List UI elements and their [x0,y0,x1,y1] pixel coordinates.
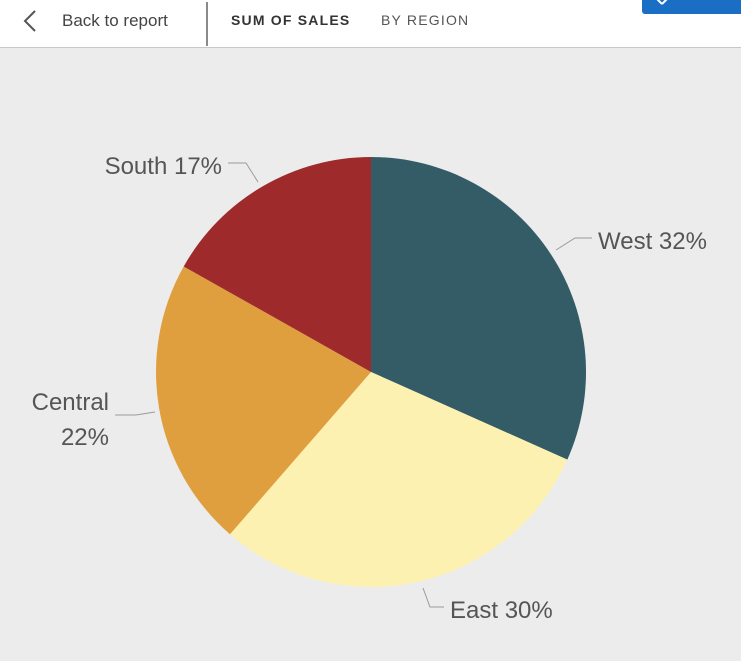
close-icon [656,0,668,5]
leader-line-west [555,237,592,251]
pie-slice-east[interactable] [229,372,568,587]
label-central-value: 22% [61,424,109,451]
pie-slice-west[interactable] [371,157,586,460]
chevron-left-icon [23,10,36,32]
visual-title: SUM OF SALES [231,12,351,28]
leader-lines [115,162,592,608]
close-focus-button[interactable] [642,0,741,14]
back-to-report-button[interactable]: Back to report [22,6,168,36]
pie-chart: West 32% East 30% Central 22% South 17% [32,153,707,624]
leader-line-east [422,587,444,608]
top-bar: Back to report SUM OF SALES BY REGION [0,0,741,48]
label-south: South 17% [105,153,222,180]
visual-subtitle: BY REGION [381,12,470,28]
leader-line-south [228,162,259,183]
label-west: West 32% [598,228,707,255]
label-central: Central [32,389,109,416]
pie-slice-south[interactable] [183,157,371,372]
label-east: East 30% [450,597,553,624]
leader-line-central [115,411,156,416]
pie-slice-central[interactable] [156,266,371,535]
back-label: Back to report [62,11,168,30]
header-divider [206,2,208,46]
pie-slices [156,157,586,587]
